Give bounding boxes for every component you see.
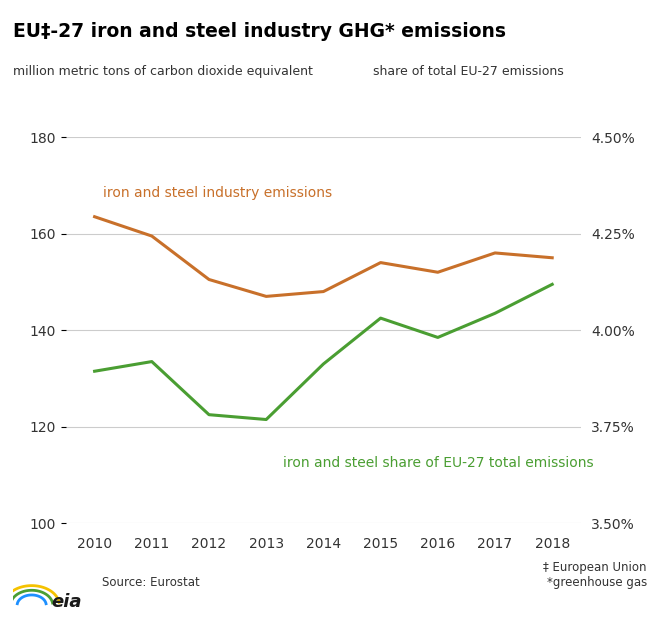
Text: iron and steel share of EU-27 total emissions: iron and steel share of EU-27 total emis…: [283, 456, 594, 470]
Text: eia: eia: [51, 593, 82, 611]
Text: Source: Eurostat: Source: Eurostat: [102, 576, 200, 589]
Text: ‡ European Union
*greenhouse gas: ‡ European Union *greenhouse gas: [543, 561, 647, 589]
Text: EU‡-27 iron and steel industry GHG* emissions: EU‡-27 iron and steel industry GHG* emis…: [13, 22, 506, 40]
Text: million metric tons of carbon dioxide equivalent: million metric tons of carbon dioxide eq…: [13, 65, 313, 78]
Text: iron and steel industry emissions: iron and steel industry emissions: [103, 186, 332, 199]
Text: share of total EU-27 emissions: share of total EU-27 emissions: [373, 65, 564, 78]
